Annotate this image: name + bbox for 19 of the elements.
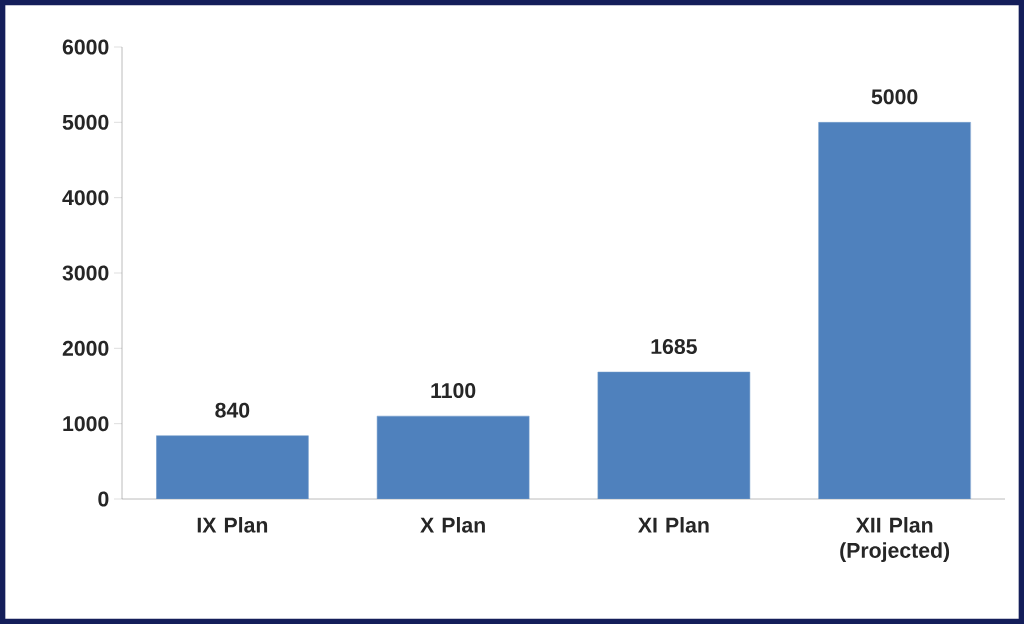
y-tick-label: 2000 [62,340,109,356]
bar [597,371,751,499]
bar [376,415,530,499]
data-label: 1685 [651,339,697,355]
y-tick-label: 1000 [63,416,109,432]
y-tick-label: 4000 [62,190,109,206]
y-tick-label: 0 [98,491,109,507]
x-tick-label: X Plan [420,517,485,533]
bar [818,122,971,499]
bar [156,435,309,499]
y-tick-label: 3000 [62,265,109,281]
x-tick-label: XI Plan [638,517,709,533]
data-label: 1100 [431,383,476,399]
data-label: 5000 [871,89,918,105]
y-tick-label: 6000 [62,39,109,55]
x-tick-label: XII Plan (Projected) [840,517,950,563]
y-tick-label: 5000 [62,114,109,130]
x-tick-label: IX Plan [197,517,268,533]
data-label: 840 [215,402,250,418]
